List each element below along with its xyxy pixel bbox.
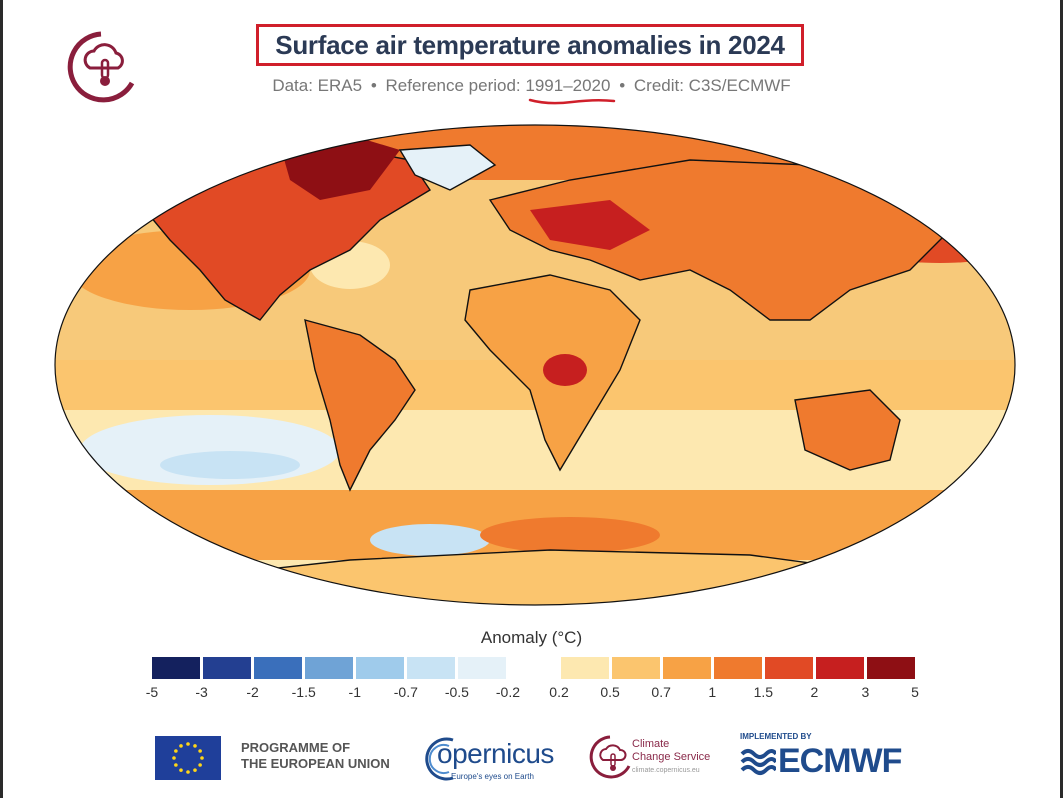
colorbar-cell — [458, 657, 507, 679]
subtitle-period: 1991–2020 — [525, 76, 611, 95]
colorbar-tick-label: 0.2 — [549, 684, 569, 700]
colorbar-tick-label: -1.5 — [291, 684, 316, 700]
ecmwf-wave-icon — [740, 749, 776, 775]
colorbar-cell — [203, 657, 252, 679]
frame-border-left — [0, 0, 3, 798]
colorbar-tick-label: -0.5 — [444, 684, 469, 700]
copernicus-c-icon — [425, 737, 454, 781]
colorbar-cell — [611, 657, 660, 679]
eu-flag-icon — [155, 736, 221, 780]
temperature-anomaly-map — [54, 124, 1016, 606]
eu-star-icon — [186, 770, 190, 774]
eu-star-icon — [200, 756, 204, 760]
colorbar-tick-label: 3 — [861, 684, 870, 700]
greenland — [398, 144, 497, 191]
colorbar-cell — [662, 657, 711, 679]
colorbar-cell — [764, 657, 813, 679]
south-pacific-cool-core — [160, 451, 300, 479]
colorbar-cell — [866, 657, 915, 679]
africa-hotspot — [543, 354, 587, 386]
colorbar-tick-label: 0.5 — [600, 684, 620, 700]
colorbar-tick-label: -2 — [246, 684, 259, 700]
colorbar-cell — [254, 657, 303, 679]
colorbar-ticks: -5 -3 -2 -1.5 -1 -0.7 -0.5 -0.2 0.2 0.5 0.7 1 1.5 2 3 5 — [146, 684, 919, 704]
europe-hotspot — [530, 200, 650, 250]
separator-2: • — [619, 76, 626, 95]
eu-star-icon — [198, 749, 202, 753]
separator-1: • — [370, 76, 377, 95]
eu-star-icon — [174, 763, 178, 767]
page-title: Surface air temperature anomalies in 202… — [275, 29, 785, 60]
colorbar-tick-label: -3 — [195, 684, 208, 700]
eu-star-icon — [193, 768, 197, 772]
indian-ocean-pale — [600, 420, 740, 460]
colorbar-cell — [407, 657, 456, 679]
footer-logos: PROGRAMME OF THE EUROPEAN UNION opernicu… — [0, 728, 1063, 788]
colorbar-cell — [815, 657, 864, 679]
colorbar-cell — [356, 657, 405, 679]
colorbar-cell — [560, 657, 609, 679]
ccs-url: climate.copernicus.eu — [632, 767, 700, 774]
eu-star-icon — [186, 742, 190, 746]
colorbar-tick-label: -0.2 — [495, 684, 521, 700]
ccs-line-1: Climate — [632, 738, 670, 750]
eurasia — [488, 159, 951, 321]
colorbar-tick-label: 0.7 — [651, 684, 671, 700]
colorbar-cell — [152, 657, 201, 679]
colorbar-cell — [509, 657, 558, 679]
eu-star-icon — [198, 763, 202, 767]
eu-star-icon — [172, 756, 176, 760]
arctic-band — [55, 125, 1015, 180]
globe-outline — [54, 124, 1016, 606]
copernicus-tagline: Europe's eyes on Earth — [451, 772, 534, 781]
colorbar-cell — [305, 657, 354, 679]
colorbar-tick-label: 1.5 — [753, 684, 774, 700]
eu-star-icon — [179, 744, 183, 748]
colorbar-tick-label: 1 — [708, 684, 717, 700]
subtitle: Data: ERA5 • Reference period: 1991–2020… — [0, 76, 1063, 96]
south-america — [304, 319, 416, 492]
colorbar-tick-label: -1 — [348, 684, 361, 700]
ecmwf-implemented-by: IMPLEMENTED BY — [740, 732, 812, 741]
eu-line-2: THE EUROPEAN UNION — [241, 756, 390, 771]
eu-programme-label: PROGRAMME OF THE EUROPEAN UNION — [241, 740, 390, 772]
ccs-label: Climate Change Service — [632, 738, 710, 764]
frame-border-right — [1060, 0, 1063, 798]
eu-star-icon — [179, 768, 183, 772]
eu-star-icon — [193, 744, 197, 748]
colorbar-cell — [713, 657, 762, 679]
ccs-line-2: Change Service — [632, 751, 711, 763]
climate-change-service-icon — [589, 735, 631, 779]
eu-star-icon — [174, 749, 178, 753]
subtitle-credit: Credit: C3S/ECMWF — [633, 76, 791, 95]
subtitle-reference: Reference period: — [385, 76, 521, 95]
southern-ocean-warm — [480, 517, 660, 553]
eu-line-1: PROGRAMME OF — [241, 740, 351, 755]
period-underline-annotation — [528, 98, 616, 105]
title-highlight-box: Surface air temperature anomalies in 202… — [256, 24, 804, 66]
colorbar-tick-label: -0.7 — [393, 684, 418, 700]
colorbar — [152, 657, 915, 679]
subtitle-data: Data: ERA5 — [272, 76, 363, 95]
weddell-cool — [370, 524, 490, 556]
copernicus-wordmark: opernicus — [437, 738, 554, 769]
colorbar-tick-label: 2 — [810, 684, 819, 700]
legend-title: Anomaly (°C) — [480, 628, 583, 647]
australia — [794, 389, 901, 471]
ecmwf-wordmark: ECMWF — [778, 742, 902, 780]
climate-thermometer-logo — [67, 31, 135, 103]
colorbar-tick-label: 5 — [911, 684, 919, 700]
colorbar-tick-label: -5 — [145, 684, 159, 700]
